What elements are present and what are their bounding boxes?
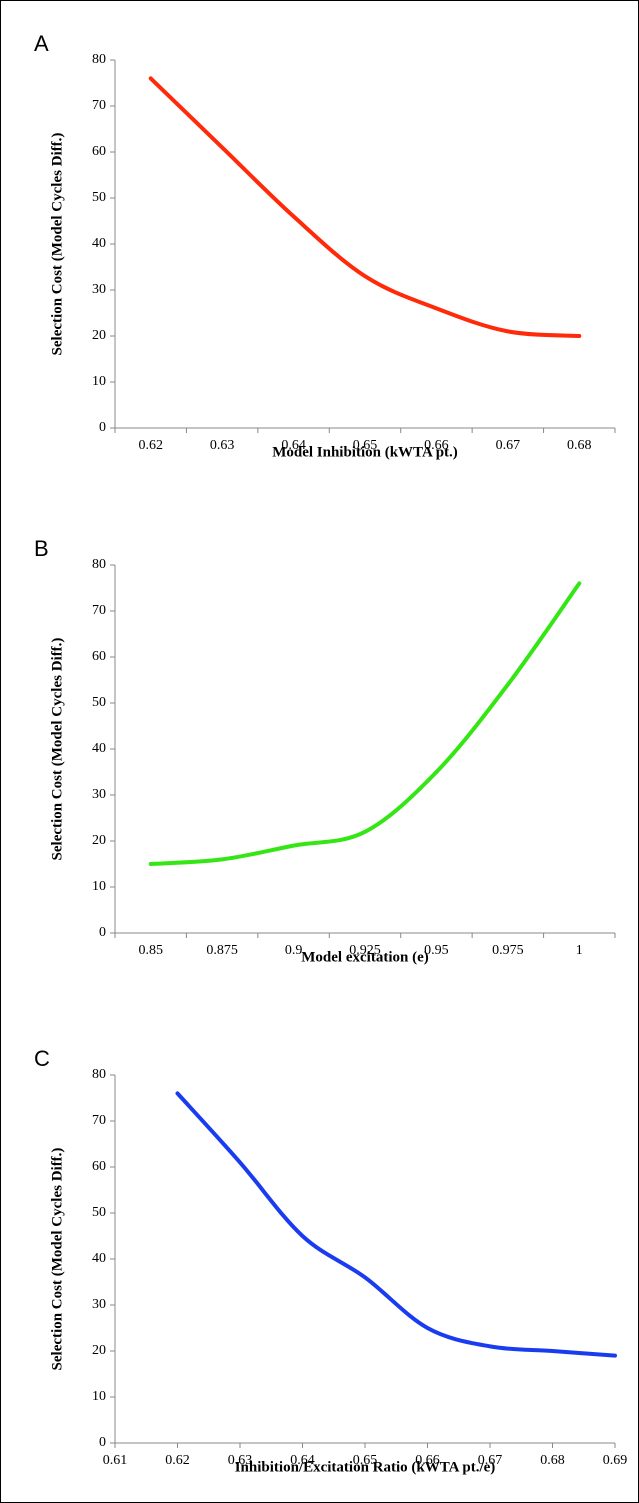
y-tick-label: 50 bbox=[92, 1205, 106, 1220]
y-axis-label: Selection Cost (Model Cycles Diff.) bbox=[49, 133, 65, 356]
x-axis-label: Inhibition/Excitation Ratio (kWTA pt./e) bbox=[235, 1459, 496, 1475]
x-tick-label: 0.64 bbox=[281, 438, 306, 453]
y-tick-label: 10 bbox=[92, 374, 106, 389]
y-tick-label: 80 bbox=[92, 557, 106, 572]
y-axis-label: Selection Cost (Model Cycles Diff.) bbox=[49, 1148, 65, 1371]
x-tick-label: 0.975 bbox=[492, 943, 524, 958]
y-tick-label: 0 bbox=[99, 420, 106, 435]
x-tick-label: 0.85 bbox=[138, 943, 163, 958]
x-tick-label: 0.95 bbox=[424, 943, 449, 958]
y-tick-label: 80 bbox=[92, 1067, 106, 1082]
panel-label: A bbox=[34, 31, 49, 56]
x-axis-label: Model excitation (e) bbox=[301, 949, 428, 965]
y-tick-label: 50 bbox=[92, 190, 106, 205]
x-tick-label: 0.66 bbox=[424, 438, 449, 453]
x-tick-label: 0.875 bbox=[206, 943, 238, 958]
panel-label: B bbox=[34, 536, 49, 561]
x-tick-label: 0.61 bbox=[103, 1453, 128, 1468]
y-tick-label: 80 bbox=[92, 52, 106, 67]
y-tick-label: 50 bbox=[92, 695, 106, 710]
y-tick-label: 40 bbox=[92, 1251, 106, 1266]
y-axis-label: Selection Cost (Model Cycles Diff.) bbox=[49, 638, 65, 861]
x-tick-label: 0.63 bbox=[210, 438, 235, 453]
y-tick-label: 30 bbox=[92, 787, 106, 802]
y-tick-label: 70 bbox=[92, 1113, 106, 1128]
x-tick-label: 0.925 bbox=[349, 943, 381, 958]
x-tick-label: 0.63 bbox=[228, 1453, 253, 1468]
y-tick-label: 10 bbox=[92, 1389, 106, 1404]
data-line bbox=[148, 581, 582, 866]
x-tick-label: 0.69 bbox=[603, 1453, 628, 1468]
x-tick-label: 0.67 bbox=[496, 438, 521, 453]
x-tick-label: 0.65 bbox=[353, 1453, 378, 1468]
y-tick-label: 0 bbox=[99, 1435, 106, 1450]
x-tick-label: 0.65 bbox=[353, 438, 378, 453]
data-line bbox=[175, 1091, 617, 1358]
x-tick-label: 1 bbox=[576, 943, 583, 958]
x-tick-label: 0.68 bbox=[567, 438, 592, 453]
y-tick-label: 40 bbox=[92, 741, 106, 756]
data-line bbox=[148, 76, 582, 338]
x-tick-label: 0.67 bbox=[478, 1453, 503, 1468]
x-tick-label: 0.62 bbox=[165, 1453, 190, 1468]
y-tick-label: 60 bbox=[92, 649, 106, 664]
x-axis-label: Model Inhibition (kWTA pt.) bbox=[272, 444, 458, 460]
y-tick-label: 0 bbox=[99, 925, 106, 940]
panel-label: C bbox=[34, 1046, 50, 1071]
y-tick-label: 60 bbox=[92, 1159, 106, 1174]
y-tick-label: 20 bbox=[92, 833, 106, 848]
y-tick-label: 40 bbox=[92, 236, 106, 251]
y-tick-label: 10 bbox=[92, 879, 106, 894]
y-tick-label: 30 bbox=[92, 1297, 106, 1312]
x-tick-label: 0.62 bbox=[138, 438, 163, 453]
y-tick-label: 70 bbox=[92, 98, 106, 113]
x-tick-label: 0.66 bbox=[415, 1453, 440, 1468]
x-tick-label: 0.64 bbox=[290, 1453, 315, 1468]
x-tick-label: 0.9 bbox=[285, 943, 303, 958]
y-tick-label: 60 bbox=[92, 144, 106, 159]
x-tick-label: 0.68 bbox=[540, 1453, 565, 1468]
y-tick-label: 20 bbox=[92, 1343, 106, 1358]
y-tick-label: 20 bbox=[92, 328, 106, 343]
y-tick-label: 30 bbox=[92, 282, 106, 297]
y-tick-label: 70 bbox=[92, 603, 106, 618]
